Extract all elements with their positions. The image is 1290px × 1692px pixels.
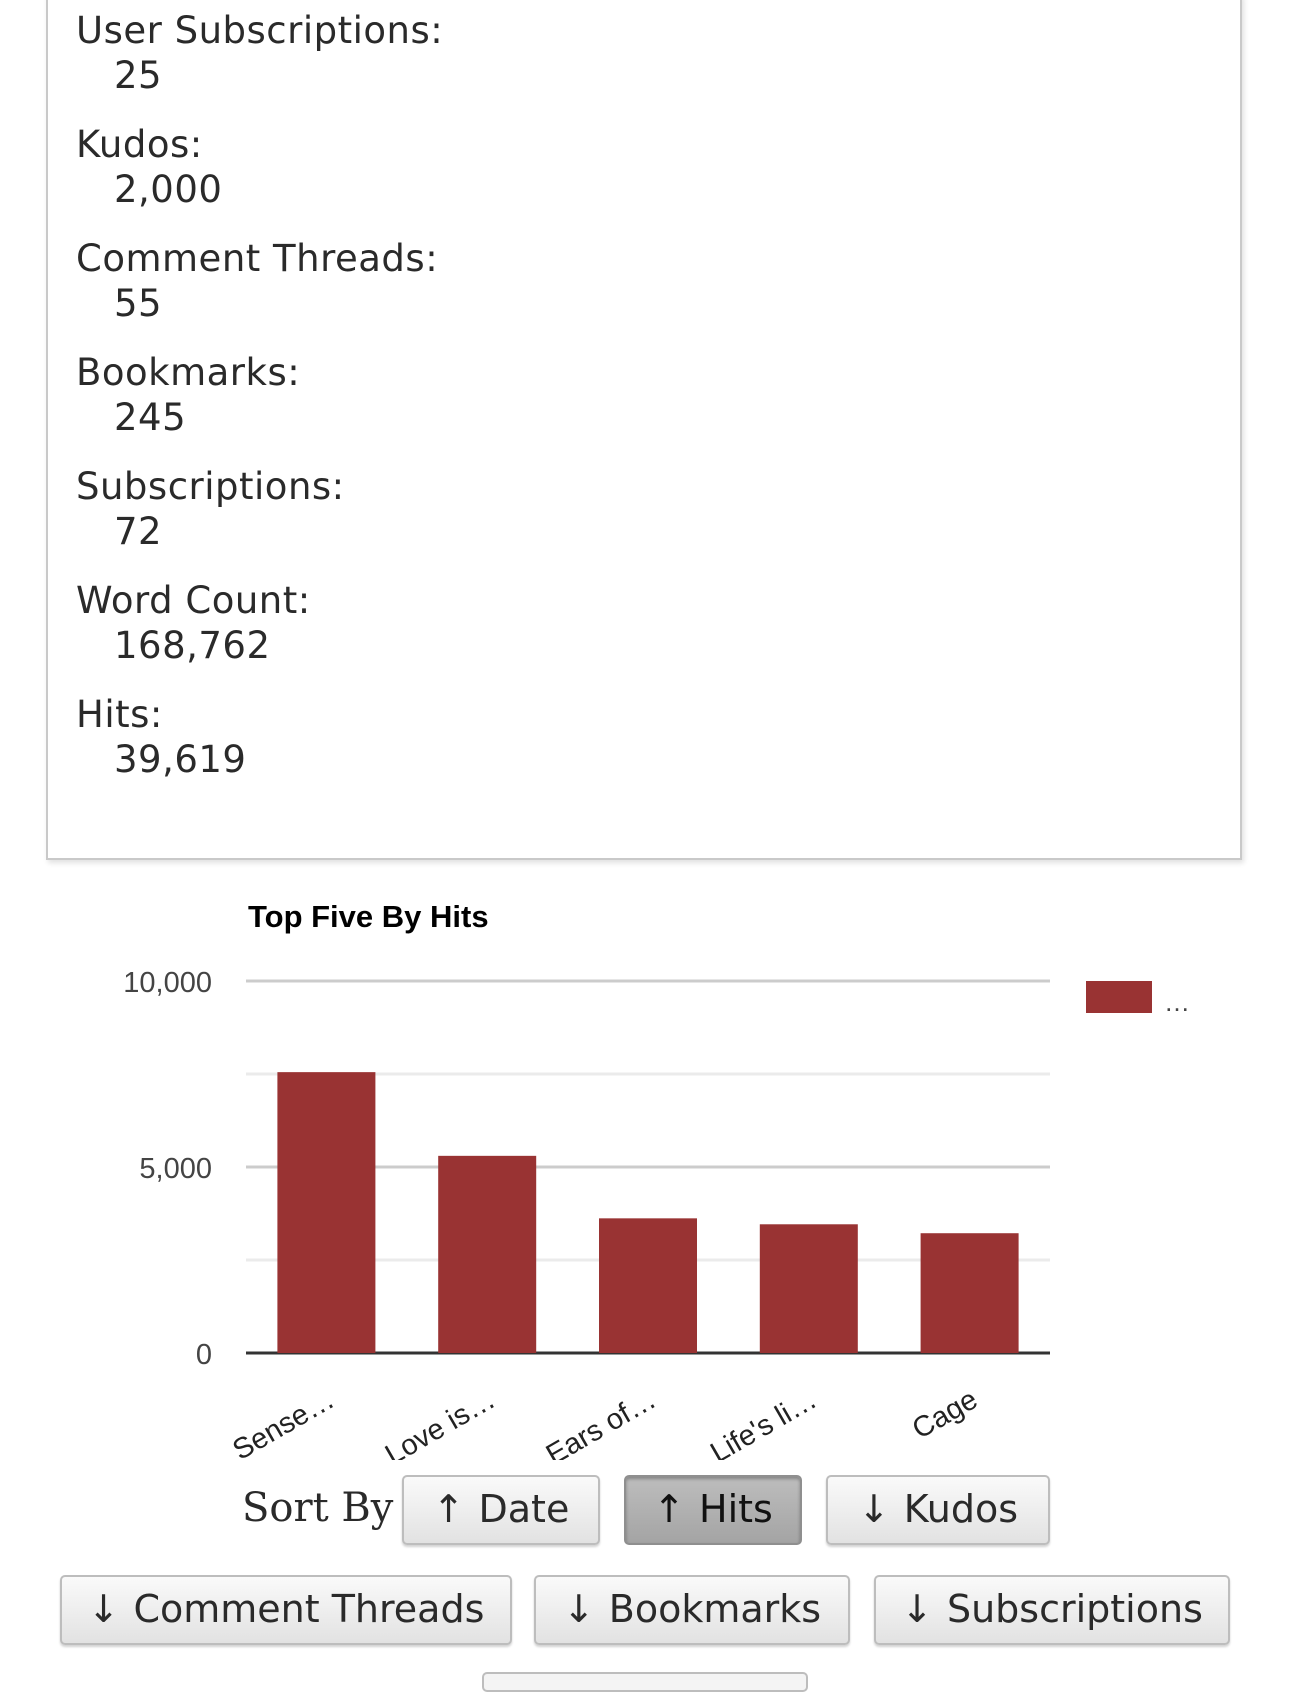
sort-subscriptions-button[interactable]: ↓ Subscriptions: [874, 1575, 1230, 1645]
work-stats-box: User Subscriptions: 25 Kudos: 2,000 Comm…: [46, 0, 1242, 860]
arrow-down-icon: ↓: [857, 1487, 890, 1531]
button-label: Kudos: [903, 1487, 1019, 1531]
arrow-down-icon: ↓: [901, 1587, 933, 1631]
bar: [599, 1218, 697, 1353]
bar: [277, 1072, 376, 1353]
stat-bookmarks: Bookmarks: 245: [76, 350, 300, 440]
stat-label: Subscriptions:: [76, 465, 345, 508]
sort-hits-button[interactable]: ↑ Hits: [624, 1475, 802, 1545]
stat-value: 25: [114, 54, 163, 97]
stat-value: 72: [114, 510, 163, 553]
sort-kudos-button[interactable]: ↓ Kudos: [826, 1475, 1050, 1545]
y-tick-label: 0: [196, 1339, 212, 1371]
chart-bars: [277, 1072, 1019, 1353]
stat-label: Kudos:: [76, 123, 203, 166]
x-tick-label: Ears of…: [541, 1383, 662, 1460]
chart-legend: …: [1086, 981, 1190, 1017]
y-tick-label: 10,000: [123, 967, 212, 999]
legend-label: …: [1164, 987, 1190, 1017]
x-tick-label: Cage: [907, 1383, 983, 1445]
stat-subscriptions: Subscriptions: 72: [76, 464, 345, 554]
button-label: Date: [478, 1487, 570, 1531]
stat-value: 2,000: [114, 168, 223, 211]
arrow-up-icon: ↑: [432, 1487, 465, 1531]
arrow-down-icon: ↓: [562, 1587, 595, 1631]
more-button-partial[interactable]: [482, 1672, 808, 1692]
arrow-down-icon: ↓: [87, 1587, 120, 1631]
stat-value: 245: [114, 396, 187, 439]
sort-date-button[interactable]: ↑ Date: [402, 1475, 600, 1545]
sort-by-label: Sort By: [242, 1485, 394, 1531]
sort-comment-threads-button[interactable]: ↓ Comment Threads: [60, 1575, 512, 1645]
button-label: Subscriptions: [946, 1587, 1203, 1631]
stat-word-count: Word Count: 168,762: [76, 578, 311, 668]
stat-hits: Hits: 39,619: [76, 692, 246, 782]
bar: [759, 1224, 858, 1353]
chart-title: Top Five By Hits: [248, 899, 489, 934]
stat-value: 168,762: [114, 624, 271, 667]
stat-label: User Subscriptions:: [76, 9, 444, 52]
stat-label: Bookmarks:: [76, 351, 301, 394]
button-label: Bookmarks: [608, 1587, 822, 1631]
x-tick-label: Sense…: [228, 1383, 340, 1460]
button-label: Comment Threads: [133, 1587, 485, 1631]
stat-label: Hits:: [76, 693, 163, 736]
bar: [438, 1155, 537, 1353]
y-axis-ticks: 0 5,000 10,000: [123, 967, 212, 1371]
stat-kudos: Kudos: 2,000: [76, 122, 222, 212]
y-tick-label: 5,000: [139, 1153, 212, 1185]
stat-comment-threads: Comment Threads: 55: [76, 236, 438, 326]
sort-controls: Sort By ↑ Date ↑ Hits ↓ Kudos ↓ Comment Thre…: [0, 1475, 1290, 1645]
stat-label: Word Count:: [76, 579, 311, 622]
button-label: Hits: [699, 1487, 773, 1531]
arrow-up-icon: ↑: [653, 1487, 685, 1531]
stat-value: 55: [114, 282, 163, 325]
sort-bookmarks-button[interactable]: ↓ Bookmarks: [534, 1575, 850, 1645]
x-tick-label: Life's li…: [705, 1383, 822, 1460]
bar-chart-svg: Top Five By Hits 0 5,000 10,000 Sense… Love…: [123, 899, 1190, 1460]
top-five-chart: Top Five By Hits 0 5,000 10,000 Sense… Love…: [0, 880, 1290, 1460]
stat-label: Comment Threads:: [76, 237, 439, 280]
stat-user-subscriptions: User Subscriptions: 25: [76, 8, 443, 98]
x-tick-label: Love is…: [380, 1383, 501, 1460]
legend-swatch: [1086, 981, 1152, 1013]
stat-value: 39,619: [114, 738, 247, 781]
bar: [920, 1233, 1019, 1353]
x-axis-labels: Sense… Love is… Ears of… Life's li… Cage: [228, 1383, 984, 1460]
